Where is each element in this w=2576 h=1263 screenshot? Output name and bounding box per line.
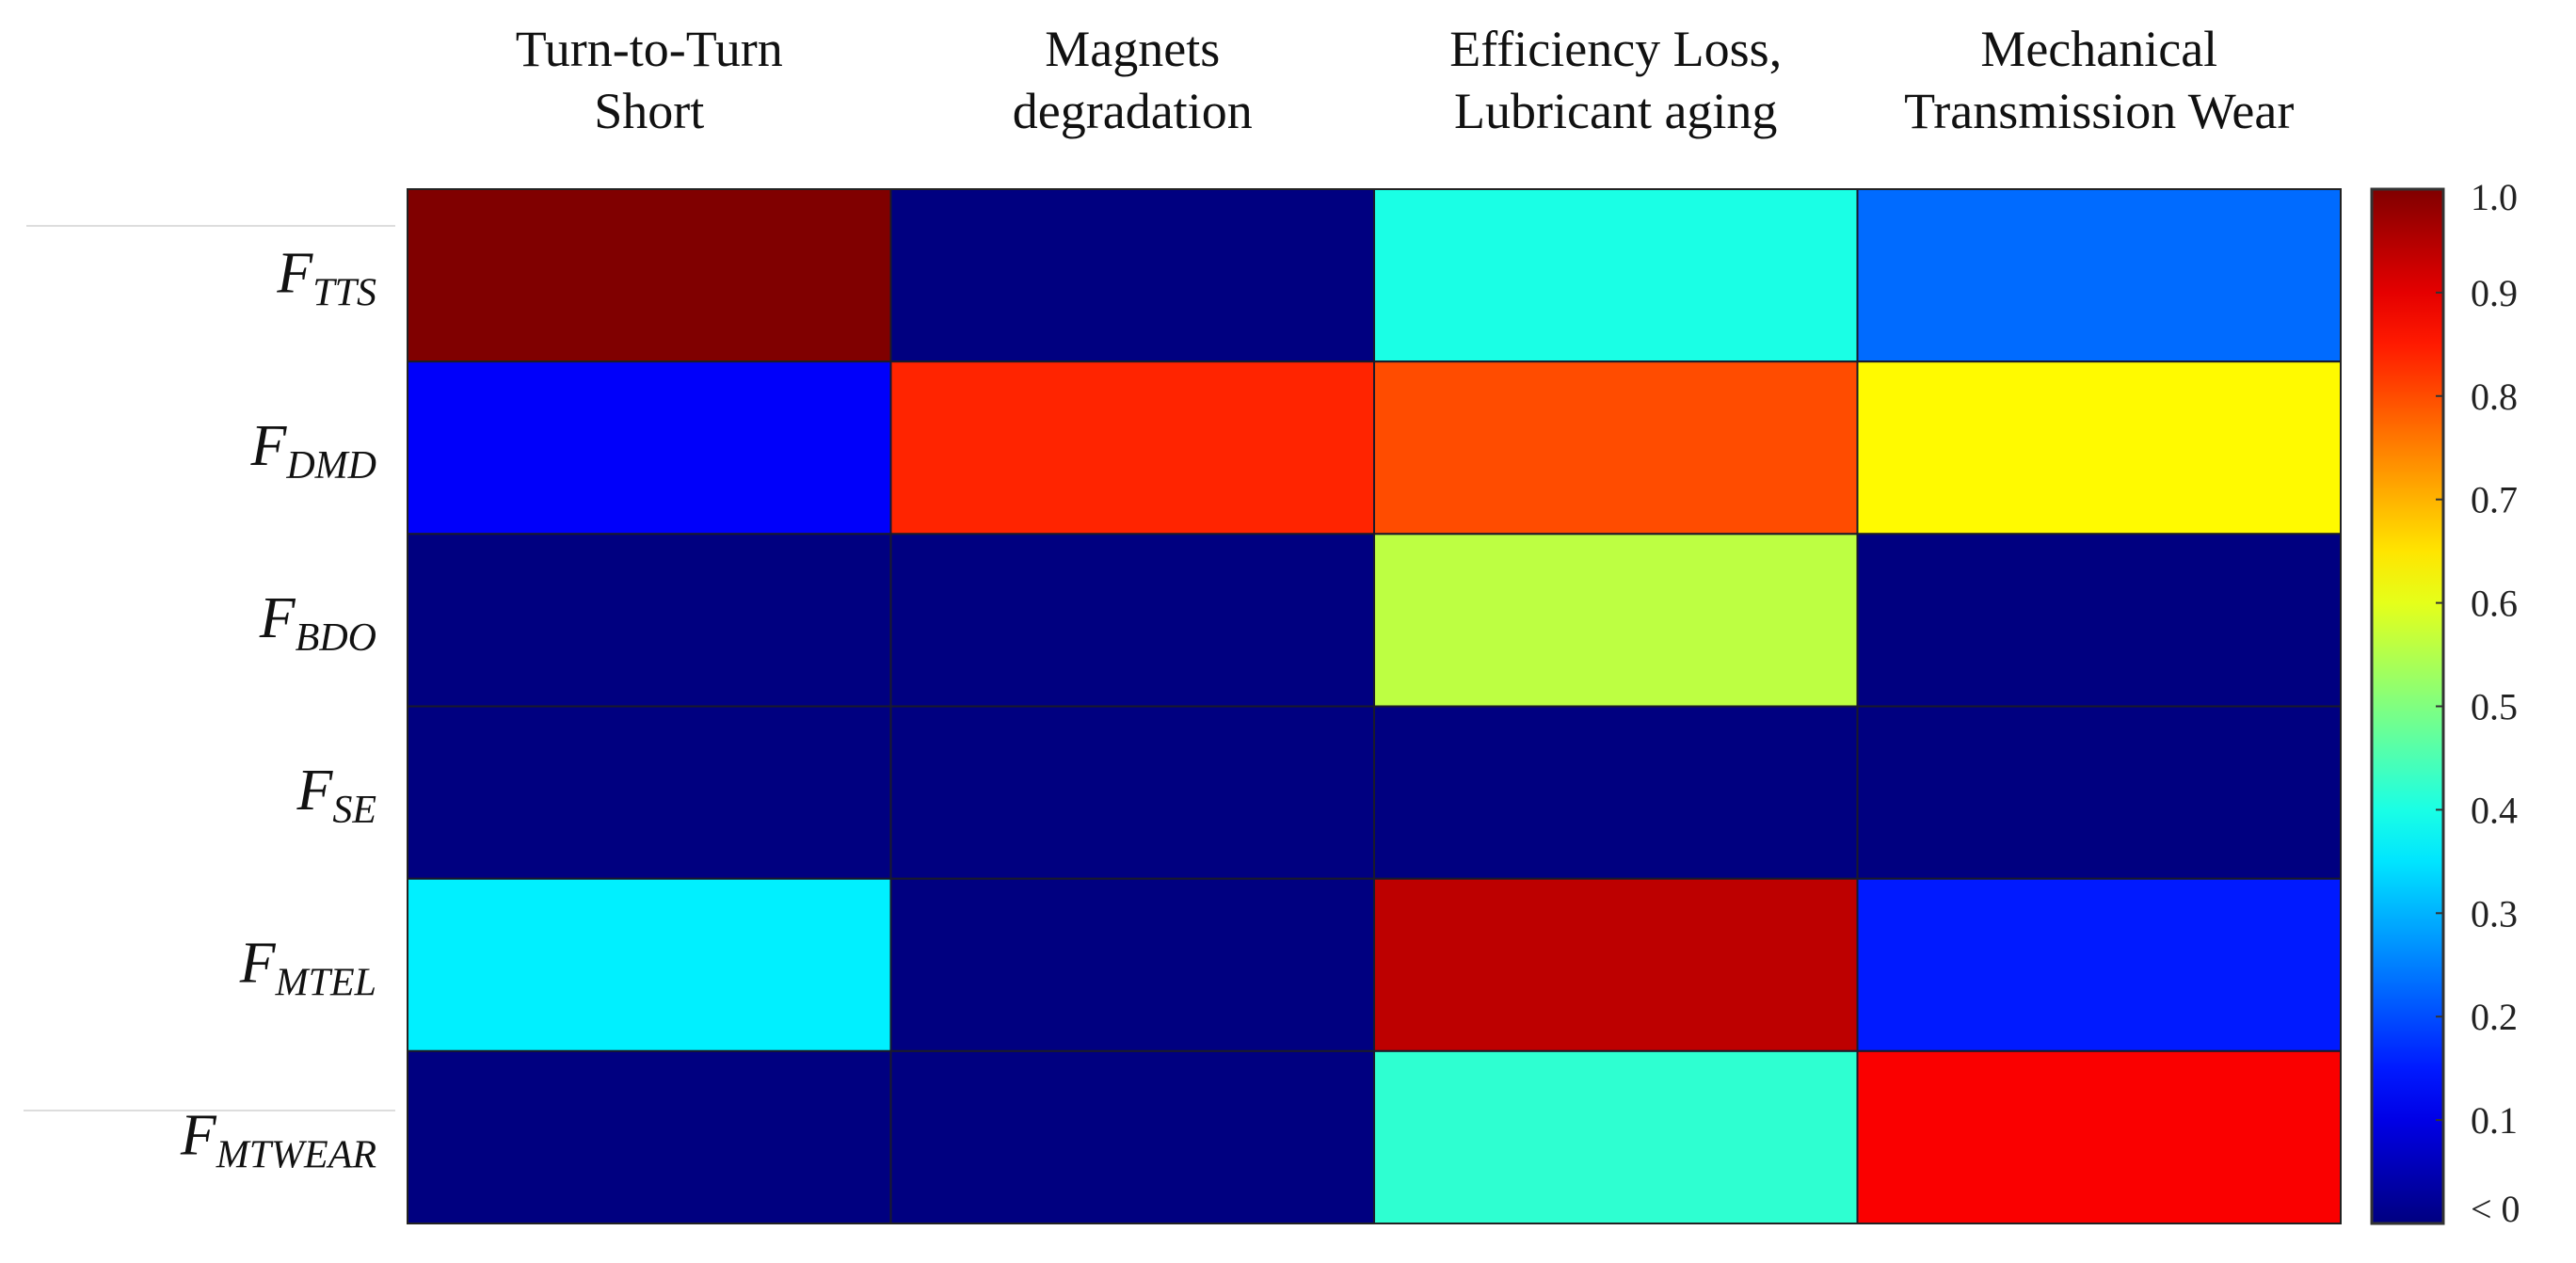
colorbar-tick-label: 0.3	[2471, 892, 2518, 935]
colorbar-tick-label: 0.9	[2471, 272, 2518, 314]
heatmap-cell	[1856, 188, 2342, 363]
heatmap-cell	[889, 360, 1375, 536]
heatmap-cell	[1856, 705, 2342, 880]
row-label: FTTS	[276, 242, 376, 315]
row-label: FMTWEAR	[180, 1103, 376, 1176]
column-label: Transmission Wear	[1904, 83, 2294, 139]
heatmap-cell	[1373, 877, 1859, 1052]
heatmap-cell	[1856, 877, 2342, 1052]
heatmap-cell	[1373, 360, 1859, 536]
column-label: Turn-to-Turn	[516, 21, 783, 77]
row-label: FBDO	[259, 586, 376, 660]
column-label: Magnets	[1045, 21, 1220, 77]
heatmap-border	[407, 188, 2342, 1224]
heatmap-cell	[889, 533, 1375, 708]
colorbar-tick-label: 0.4	[2471, 789, 2518, 831]
heatmap-cell	[1373, 533, 1859, 708]
heatmap-cell	[1373, 1049, 1859, 1225]
colorbar-tick-label: 0.5	[2471, 686, 2518, 728]
column-label: Efficiency Loss,	[1449, 21, 1782, 77]
heatmap-cell	[407, 188, 892, 363]
row-label: FDMD	[249, 414, 376, 488]
colorbar-tick-label: 1.0	[2471, 176, 2518, 218]
heatmap-cell	[407, 1049, 892, 1225]
heatmap-cell	[1856, 1049, 2342, 1225]
heatmap-cell	[889, 877, 1375, 1052]
heatmap-cell	[1373, 188, 1859, 363]
colorbar-tick-label: 0.8	[2471, 376, 2518, 418]
heatmap-cell	[407, 705, 892, 880]
heatmap-cell	[1856, 533, 2342, 708]
colorbar-tick-label: 0.7	[2471, 479, 2518, 521]
heatmap-cell	[889, 705, 1375, 880]
heatmap-cell	[1856, 360, 2342, 536]
column-label: degradation	[1013, 83, 1253, 139]
heatmap-cell	[1373, 705, 1859, 880]
heatmap-cell	[889, 1049, 1375, 1225]
colorbar	[2370, 187, 2445, 1225]
colorbar-tick-label: 0.1	[2471, 1099, 2518, 1142]
row-label: FSE	[296, 759, 376, 832]
heatmap-cell	[407, 877, 892, 1052]
heatmap-cell	[889, 188, 1375, 363]
column-label: Mechanical	[1980, 21, 2217, 77]
colorbar-tick-label: < 0	[2471, 1188, 2520, 1230]
row-label: FMTEL	[239, 931, 376, 1004]
column-label: Lubricant aging	[1454, 83, 1777, 139]
heatmap-cell	[407, 360, 892, 536]
heatmap-cell	[407, 533, 892, 708]
colorbar-tick-label: 0.6	[2471, 583, 2518, 625]
colorbar-tick-label: 0.2	[2471, 996, 2518, 1038]
column-label: Short	[594, 83, 704, 139]
